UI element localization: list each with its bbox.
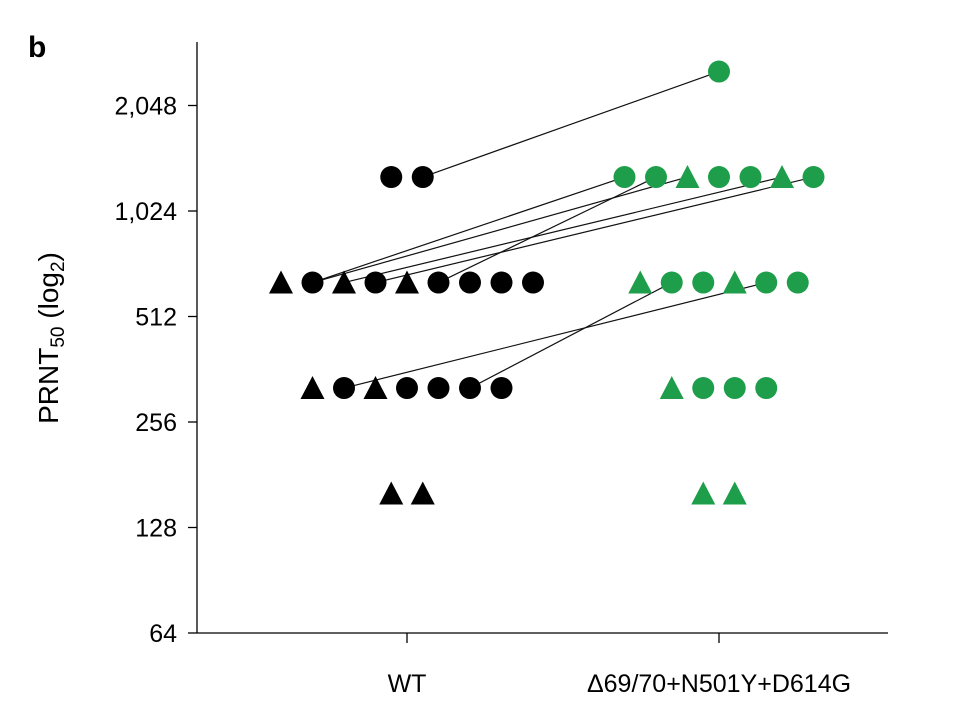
data-point-circle xyxy=(490,271,513,294)
data-point-circle xyxy=(364,271,387,294)
data-point-triangle xyxy=(628,270,653,294)
data-point-circle xyxy=(613,166,636,189)
pair-line xyxy=(343,176,783,284)
data-point-circle xyxy=(692,271,715,294)
data-point-circle xyxy=(755,271,778,294)
x-axis: WT Δ69/70+N501Y+D614G xyxy=(197,632,888,698)
data-point-circle xyxy=(427,377,450,400)
data-point-circle xyxy=(333,377,355,400)
pair-line xyxy=(469,282,673,389)
data-point-triangle xyxy=(363,376,388,400)
data-point-circle xyxy=(786,271,809,294)
pair-line xyxy=(422,70,720,178)
data-point-circle xyxy=(427,271,450,294)
data-markers xyxy=(269,60,825,505)
pair-line xyxy=(312,176,688,284)
y-tick-label: 1,024 xyxy=(114,198,177,226)
data-point-circle xyxy=(490,377,513,400)
data-point-circle xyxy=(522,271,544,294)
panel-letter: b xyxy=(28,31,46,64)
pair-line xyxy=(343,281,767,389)
y-axis-label-suffix-sub: 2 xyxy=(48,261,69,272)
data-point-circle xyxy=(755,377,778,400)
data-point-circle xyxy=(660,271,683,294)
y-tick-label: 256 xyxy=(135,409,177,437)
pair-line xyxy=(312,176,625,284)
data-point-circle xyxy=(380,166,403,189)
data-point-triangle xyxy=(722,270,747,294)
data-point-circle xyxy=(708,60,730,83)
data-point-circle xyxy=(723,377,746,400)
y-tick-label: 512 xyxy=(135,304,177,332)
data-point-triangle xyxy=(659,376,684,400)
data-point-triangle xyxy=(332,270,356,294)
data-point-circle xyxy=(301,271,324,294)
y-axis-label-suffix-close: ) xyxy=(33,252,64,261)
y-axis-label-main: PRNT xyxy=(33,348,64,424)
y-tick-label: 2,048 xyxy=(114,93,177,121)
data-point-triangle xyxy=(770,165,794,189)
x-category-label: WT xyxy=(388,670,427,698)
data-point-triangle xyxy=(722,481,747,505)
data-point-circle xyxy=(459,377,481,400)
data-point-circle xyxy=(459,271,481,294)
data-point-circle xyxy=(739,166,762,189)
data-point-circle xyxy=(802,166,825,189)
data-point-triangle xyxy=(269,270,293,294)
data-point-circle xyxy=(692,377,715,400)
pair-lines xyxy=(312,70,814,389)
data-point-triangle xyxy=(691,481,716,505)
y-axis-label-suffix: (log xyxy=(33,272,64,326)
data-point-triangle xyxy=(379,481,404,505)
data-point-triangle xyxy=(300,376,325,400)
y-axis-label-subscript: 50 xyxy=(48,327,69,348)
data-point-triangle xyxy=(410,481,435,505)
x-category-label: Δ69/70+N501Y+D614G xyxy=(587,670,851,698)
y-tick-label: 64 xyxy=(149,620,177,648)
data-point-circle xyxy=(645,166,667,189)
y-axis: 64 128 256 512 1,024 2,048 xyxy=(114,42,198,648)
data-point-triangle xyxy=(395,270,419,294)
data-point-circle xyxy=(708,166,730,189)
pair-line xyxy=(438,176,657,284)
y-tick-label: 128 xyxy=(135,515,177,543)
y-axis-label: PRNT50 (log2) xyxy=(33,252,69,424)
data-point-triangle xyxy=(675,165,700,189)
data-point-circle xyxy=(396,377,418,400)
pair-line xyxy=(375,176,814,284)
data-point-circle xyxy=(411,166,434,189)
